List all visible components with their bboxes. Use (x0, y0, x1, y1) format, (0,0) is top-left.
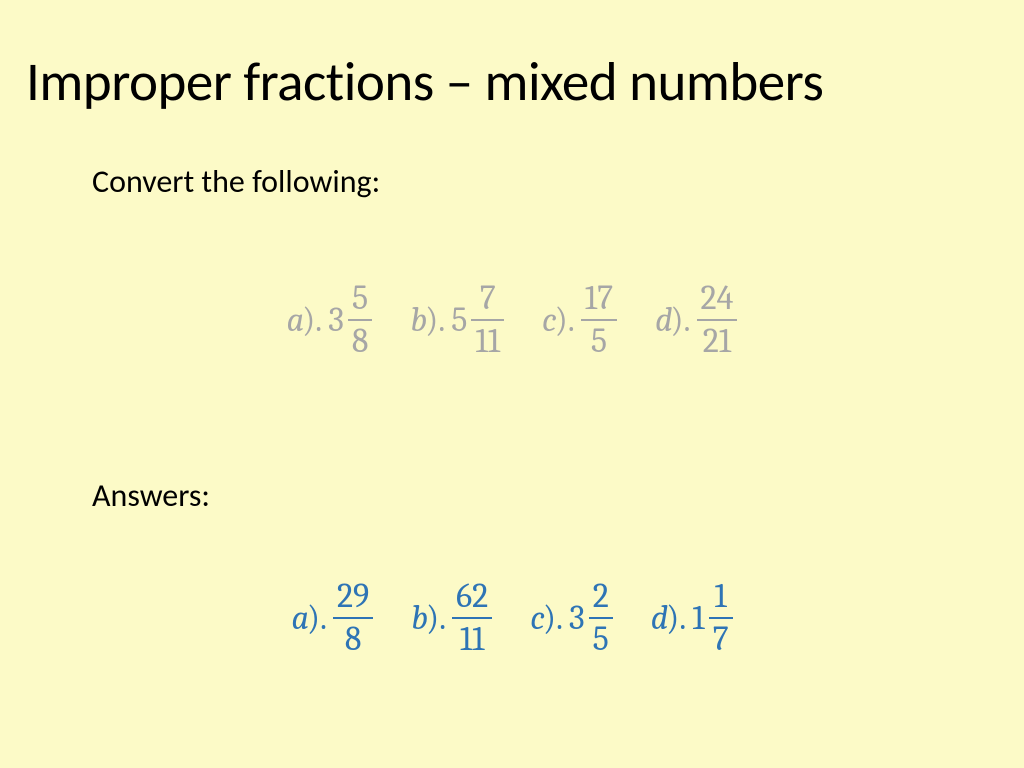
denominator: 7 (709, 621, 733, 658)
paren: ). (302, 303, 322, 337)
numerator: 29 (333, 578, 373, 615)
numerator: 1 (710, 578, 730, 615)
fraction: 24 21 (697, 280, 738, 361)
fraction: 1 7 (709, 578, 733, 659)
whole-number: 3 (328, 303, 344, 337)
denominator: 8 (341, 621, 366, 658)
denominator: 21 (699, 323, 735, 360)
paren: ). (543, 601, 563, 635)
answers-heading: Answers: (92, 476, 210, 515)
fraction: 62 11 (452, 578, 492, 659)
denominator: 11 (471, 323, 504, 360)
problem-a: a). 3 5 8 (287, 280, 373, 361)
fraction: 5 8 (348, 280, 373, 361)
fraction: 29 8 (333, 578, 373, 659)
denominator: 11 (456, 621, 489, 658)
numerator: 17 (581, 280, 617, 317)
convert-heading: Convert the following: (92, 162, 380, 201)
numerator: 2 (589, 578, 613, 615)
fraction: 17 5 (581, 280, 617, 361)
problems-row: a). 3 5 8 b). 5 7 11 c). 17 5 d). 24 21 (0, 280, 1024, 361)
fraction: 2 5 (589, 578, 613, 659)
answer-c: c). 3 2 5 (530, 578, 613, 659)
numerator: 5 (348, 280, 372, 317)
numerator: 24 (697, 280, 738, 317)
problem-b: b). 5 7 11 (410, 280, 504, 361)
answer-a: a). 29 8 (291, 578, 373, 659)
paren: ). (426, 601, 446, 635)
denominator: 5 (587, 323, 611, 360)
denominator: 8 (348, 323, 373, 360)
page-title: Improper fractions – mixed numbers (26, 48, 823, 115)
denominator: 5 (589, 621, 613, 658)
paren: ). (671, 303, 691, 337)
whole-number: 5 (451, 303, 467, 337)
paren: ). (307, 601, 327, 635)
problem-d: d). 24 21 (655, 280, 737, 361)
numerator: 62 (452, 578, 492, 615)
paren: ). (666, 601, 686, 635)
answers-row: a). 29 8 b). 62 11 c). 3 2 5 d). 1 1 7 (0, 578, 1024, 659)
whole-number: 3 (569, 601, 585, 635)
paren: ). (555, 303, 575, 337)
problem-c: c). 17 5 (542, 280, 617, 361)
fraction: 7 11 (471, 280, 504, 361)
answer-b: b). 62 11 (411, 578, 492, 659)
whole-number: 1 (692, 601, 704, 635)
paren: ). (425, 303, 445, 337)
numerator: 7 (476, 280, 500, 317)
answer-d: d). 1 1 7 (651, 578, 733, 659)
